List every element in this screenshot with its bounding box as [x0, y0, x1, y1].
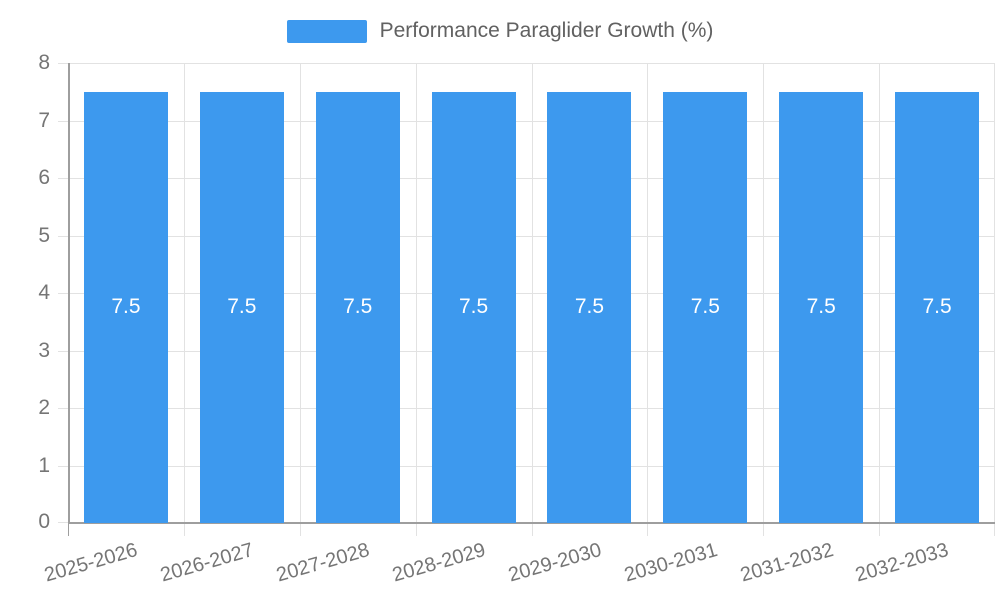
- x-axis-tick: [299, 523, 301, 536]
- bar-value-label: 7.5: [806, 295, 836, 319]
- y-axis-tick: [58, 408, 68, 409]
- y-axis-tick: [58, 235, 68, 237]
- x-gridline: [994, 63, 995, 523]
- x-gridline: [415, 63, 417, 523]
- plot-area: 0 1 2 3 4 5 6 7 8 7.5 2025-2026 7.5 2026-2027 7.5 2027…: [38, 51, 995, 586]
- x-axis-tick: [415, 523, 417, 536]
- x-tick-label: 2025-2026: [42, 538, 141, 587]
- bar-value-label: 7.5: [458, 295, 489, 319]
- x-axis-tick: [531, 523, 533, 536]
- bar[interactable]: 7.5: [315, 91, 400, 523]
- x-tick-label: 2032-2033: [853, 538, 952, 587]
- x-tick-label: 2026-2027: [158, 538, 257, 587]
- chart-legend[interactable]: Performance Paraglider Growth (%): [0, 17, 1000, 45]
- y-axis-tick: [58, 63, 68, 64]
- y-tick-label: 2: [38, 396, 50, 419]
- x-tick-label: 2031-2032: [737, 538, 836, 587]
- bar[interactable]: 7.5: [895, 91, 980, 523]
- bar-value-label: 7.5: [227, 295, 257, 319]
- y-tick-label: 7: [38, 108, 50, 132]
- bar-value-label: 7.5: [574, 295, 605, 319]
- bar[interactable]: 7.5: [431, 91, 516, 523]
- bar-value-label: 7.5: [111, 295, 141, 319]
- y-tick-label: 5: [38, 223, 50, 247]
- y-tick-label: 8: [38, 51, 50, 74]
- bar-value-label: 7.5: [922, 295, 952, 319]
- bar[interactable]: 7.5: [547, 91, 632, 523]
- x-axis-tick: [68, 523, 69, 536]
- y-axis-tick: [58, 178, 68, 179]
- x-gridline: [299, 63, 301, 523]
- bar-value-label: 7.5: [343, 295, 373, 319]
- x-axis-tick: [994, 523, 995, 536]
- bar[interactable]: 7.5: [779, 91, 864, 523]
- x-gridline: [879, 63, 881, 523]
- y-tick-label: 4: [38, 281, 50, 304]
- legend-swatch-icon: [286, 19, 367, 43]
- bar[interactable]: 7.5: [83, 91, 168, 523]
- x-axis-tick: [879, 523, 881, 536]
- x-axis-tick: [647, 523, 649, 536]
- y-tick-label: 1: [38, 453, 50, 477]
- y-axis-line: [68, 63, 70, 523]
- bar-value-label: 7.5: [690, 295, 720, 319]
- bar[interactable]: 7.5: [199, 91, 284, 523]
- y-tick-label: 6: [38, 166, 50, 189]
- y-axis-tick: [58, 465, 68, 467]
- x-tick-label: 2028-2029: [389, 538, 488, 587]
- x-axis-tick: [763, 523, 765, 536]
- x-gridline: [763, 63, 765, 523]
- x-tick-label: 2029-2030: [505, 538, 604, 587]
- bar[interactable]: 7.5: [663, 91, 748, 523]
- x-axis-tick: [183, 523, 185, 536]
- y-axis-tick: [58, 350, 68, 352]
- y-axis-tick: [58, 522, 68, 523]
- y-tick-label: 0: [38, 510, 50, 533]
- legend-label: Performance Paraglider Growth (%): [379, 19, 714, 42]
- x-tick-label: 2027-2028: [274, 538, 373, 587]
- y-axis-tick: [58, 293, 68, 294]
- y-tick-label: 3: [38, 338, 50, 362]
- x-gridline: [183, 63, 185, 523]
- y-axis-tick: [58, 120, 68, 122]
- x-axis-line: [68, 522, 995, 524]
- x-gridline: [647, 63, 649, 523]
- x-gridline: [531, 63, 533, 523]
- x-tick-label: 2030-2031: [621, 538, 720, 587]
